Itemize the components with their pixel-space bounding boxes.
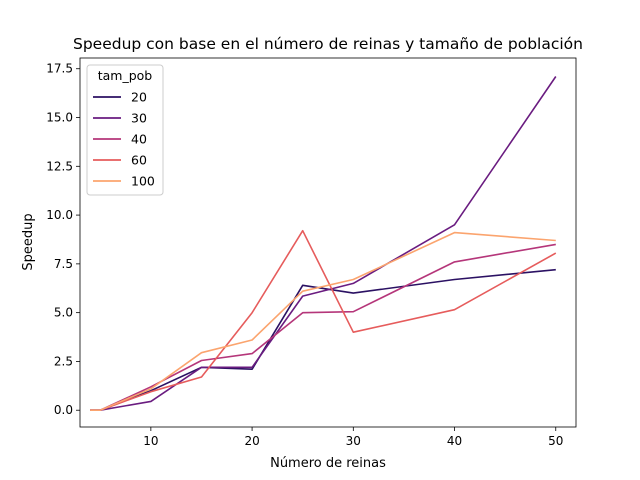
- legend-title: tam_pob: [98, 68, 153, 83]
- y-tick-label: 7.5: [54, 257, 73, 271]
- x-tick-label: 20: [244, 434, 259, 448]
- legend-label-100: 100: [131, 174, 155, 189]
- y-tick-label: 15.0: [46, 111, 73, 125]
- legend: tam_pob 20 30 40 60 100: [86, 64, 164, 196]
- x-tick-label: 50: [548, 434, 563, 448]
- x-tick-label: 40: [447, 434, 462, 448]
- y-tick-label: 5.0: [54, 306, 73, 320]
- series-layer: [90, 76, 557, 412]
- y-tick-label: 12.5: [46, 159, 73, 173]
- series-line-100: [90, 231, 556, 412]
- y-tick-label: 10.0: [46, 208, 73, 222]
- legend-label-60: 60: [131, 153, 147, 168]
- y-tick-label: 0.0: [54, 403, 73, 417]
- series-line-30: [90, 76, 557, 412]
- chart-title: Speedup con base en el número de reinas …: [73, 35, 583, 53]
- y-tick-label: 17.5: [46, 62, 73, 76]
- legend-label-20: 20: [131, 90, 147, 105]
- series-line-60: [90, 229, 557, 412]
- y-axis: 0.0 2.5 5.0 7.5 10.0 12.5 15.0 17.5: [46, 62, 80, 417]
- x-axis: 10 20 30 40 50: [143, 427, 563, 448]
- plot-frame: [79, 57, 577, 428]
- y-tick-label: 2.5: [54, 354, 73, 368]
- x-tick-label: 30: [346, 434, 361, 448]
- legend-label-30: 30: [131, 111, 147, 126]
- legend-entries: 20 30 40 60 100: [93, 90, 155, 189]
- x-axis-label: Número de reinas: [270, 456, 386, 471]
- legend-label-40: 40: [131, 132, 147, 147]
- x-tick-label: 10: [143, 434, 158, 448]
- y-axis-label: Speedup: [21, 213, 36, 270]
